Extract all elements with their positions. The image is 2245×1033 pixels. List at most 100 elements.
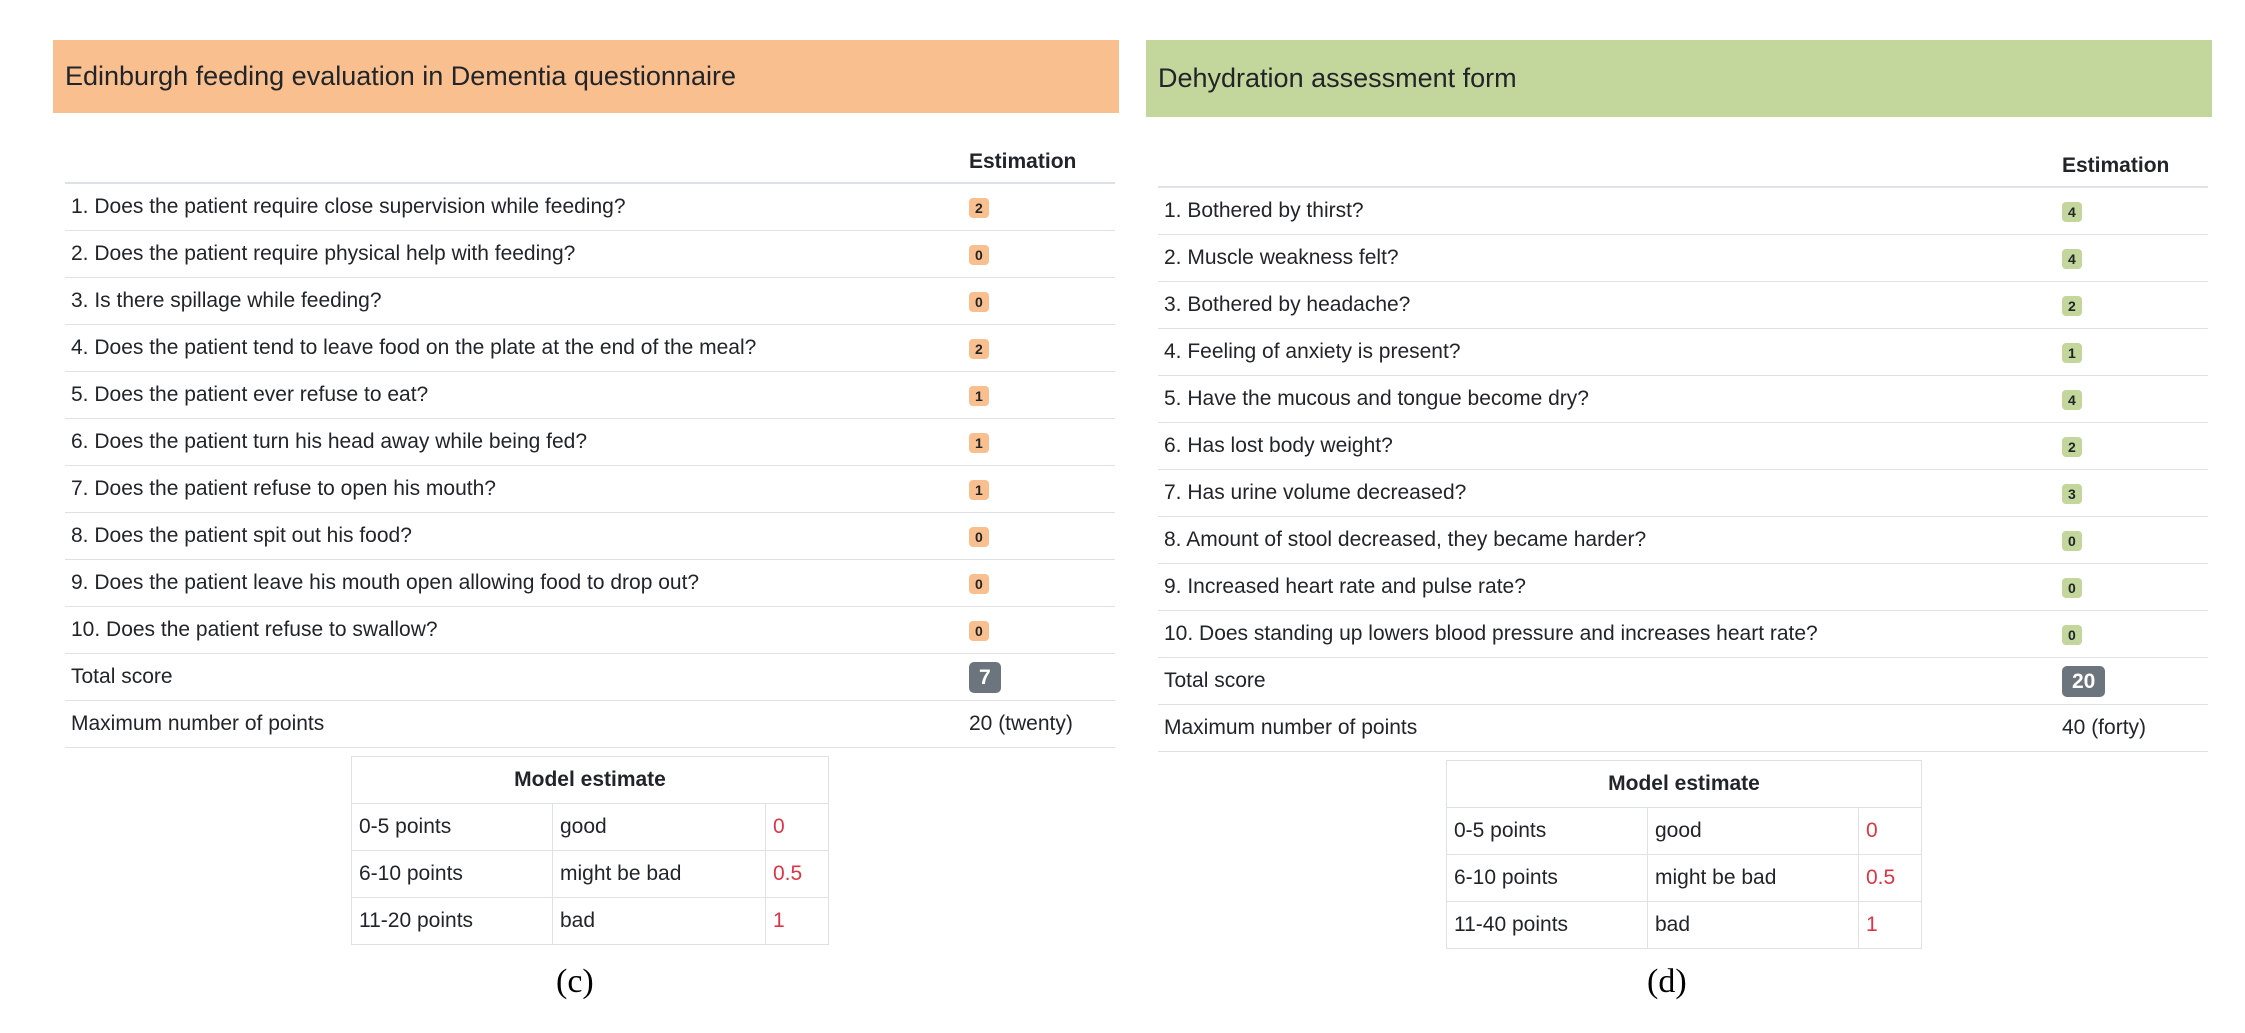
total-badge: 7 <box>969 661 1001 693</box>
caption-d: (d) <box>1647 963 1687 1000</box>
question-text: 3. Is there spillage while feeding? <box>65 277 969 325</box>
score-badge: 3 <box>2062 484 2082 504</box>
table-row: 1. Does the patient require close superv… <box>65 183 1115 231</box>
table-row: 7. Does the patient refuse to open his m… <box>65 465 1115 513</box>
score-badge: 4 <box>2062 249 2082 269</box>
question-text: 8. Does the patient spit out his food? <box>65 512 969 560</box>
label-cell: bad <box>1647 901 1859 949</box>
table-row: 3. Is there spillage while feeding? 0 <box>65 277 1115 325</box>
range-cell: 11-40 points <box>1446 901 1648 949</box>
total-label: Total score <box>65 653 969 701</box>
questionnaire-table: Estimation 1. Bothered by thirst? 4 2. Mu… <box>1158 131 2208 752</box>
dehydration-panel: Dehydration assessment form Estimation 1… <box>1146 40 2212 949</box>
score-badge: 1 <box>969 480 989 500</box>
label-cell: good <box>1647 807 1859 855</box>
panel-title: Edinburgh feeding evaluation in Dementia… <box>53 40 1119 113</box>
total-row: Total score 7 <box>65 653 1115 701</box>
edinburgh-feeding-panel: Edinburgh feeding evaluation in Dementia… <box>53 40 1119 945</box>
question-text: 9. Increased heart rate and pulse rate? <box>1158 563 2062 611</box>
score-badge: 0 <box>2062 625 2082 645</box>
question-text: 1. Bothered by thirst? <box>1158 187 2062 235</box>
question-text: 2. Does the patient require physical hel… <box>65 230 969 278</box>
panel-title: Dehydration assessment form <box>1146 40 2212 117</box>
estimation-column-header: Estimation <box>2062 131 2208 188</box>
table-row: 2. Muscle weakness felt? 4 <box>1158 234 2208 282</box>
max-label: Maximum number of points <box>65 700 969 748</box>
value-cell: 0 <box>765 803 829 851</box>
table-row: 2. Does the patient require physical hel… <box>65 230 1115 278</box>
table-row: 8. Does the patient spit out his food? 0 <box>65 512 1115 560</box>
score-badge: 0 <box>2062 578 2082 598</box>
question-text: 1. Does the patient require close superv… <box>65 183 969 231</box>
question-text: 5. Does the patient ever refuse to eat? <box>65 371 969 419</box>
table-row: 7. Has urine volume decreased? 3 <box>1158 469 2208 517</box>
table-row: 10. Does standing up lowers blood pressu… <box>1158 610 2208 658</box>
table-row: 0-5 points good 0 <box>1446 807 1922 855</box>
max-label: Maximum number of points <box>1158 704 2062 752</box>
max-row: Maximum number of points 20 (twenty) <box>65 700 1115 748</box>
total-label: Total score <box>1158 657 2062 705</box>
question-column-header <box>1158 131 2062 188</box>
total-badge: 20 <box>2062 665 2106 697</box>
range-cell: 11-20 points <box>351 897 553 945</box>
table-row: 1. Bothered by thirst? 4 <box>1158 187 2208 235</box>
question-text: 3. Bothered by headache? <box>1158 281 2062 329</box>
score-badge: 4 <box>2062 390 2082 410</box>
total-row: Total score 20 <box>1158 657 2208 705</box>
question-text: 6. Does the patient turn his head away w… <box>65 418 969 466</box>
question-text: 9. Does the patient leave his mouth open… <box>65 559 969 607</box>
value-cell: 0.5 <box>1858 854 1922 902</box>
score-badge: 0 <box>969 292 989 312</box>
max-value: 40 (forty) <box>2062 704 2208 752</box>
value-cell: 1 <box>765 897 829 945</box>
question-text: 7. Has urine volume decreased? <box>1158 469 2062 517</box>
score-badge: 2 <box>2062 437 2082 457</box>
table-row: 5. Have the mucous and tongue become dry… <box>1158 375 2208 423</box>
question-text: 4. Does the patient tend to leave food o… <box>65 324 969 372</box>
table-row: 3. Bothered by headache? 2 <box>1158 281 2208 329</box>
table-row: 6. Has lost body weight? 2 <box>1158 422 2208 470</box>
score-badge: 1 <box>969 386 989 406</box>
range-cell: 6-10 points <box>1446 854 1648 902</box>
table-row: 9. Increased heart rate and pulse rate? 0 <box>1158 563 2208 611</box>
question-text: 8. Amount of stool decreased, they becam… <box>1158 516 2062 564</box>
range-cell: 0-5 points <box>351 803 553 851</box>
score-badge: 0 <box>969 527 989 547</box>
label-cell: might be bad <box>552 850 766 898</box>
score-badge: 0 <box>969 245 989 265</box>
score-badge: 0 <box>969 621 989 641</box>
question-text: 7. Does the patient refuse to open his m… <box>65 465 969 513</box>
estimation-column-header: Estimation <box>969 127 1115 184</box>
question-text: 5. Have the mucous and tongue become dry… <box>1158 375 2062 423</box>
score-badge: 2 <box>969 339 989 359</box>
table-row: 11-40 points bad 1 <box>1446 901 1922 949</box>
max-value: 20 (twenty) <box>969 700 1115 748</box>
questionnaire-table: Estimation 1. Does the patient require c… <box>65 127 1115 748</box>
model-estimate-header: Model estimate <box>351 756 829 804</box>
score-badge: 2 <box>969 198 989 218</box>
label-cell: good <box>552 803 766 851</box>
question-text: 10. Does standing up lowers blood pressu… <box>1158 610 2062 658</box>
model-estimate-table: Model estimate 0-5 points good 0 6-10 poin… <box>1446 760 1922 949</box>
table-row: 6-10 points might be bad 0.5 <box>1446 854 1922 902</box>
score-badge: 2 <box>2062 296 2082 316</box>
table-row: 11-20 points bad 1 <box>351 897 829 945</box>
caption-c: (c) <box>556 963 594 1000</box>
question-column-header <box>65 127 969 184</box>
max-row: Maximum number of points 40 (forty) <box>1158 704 2208 752</box>
score-badge: 1 <box>2062 343 2082 363</box>
question-text: 10. Does the patient refuse to swallow? <box>65 606 969 654</box>
value-cell: 0.5 <box>765 850 829 898</box>
question-text: 2. Muscle weakness felt? <box>1158 234 2062 282</box>
label-cell: bad <box>552 897 766 945</box>
question-text: 6. Has lost body weight? <box>1158 422 2062 470</box>
table-row: 9. Does the patient leave his mouth open… <box>65 559 1115 607</box>
table-row: 4. Feeling of anxiety is present? 1 <box>1158 328 2208 376</box>
table-row: 8. Amount of stool decreased, they becam… <box>1158 516 2208 564</box>
table-row: 10. Does the patient refuse to swallow? 0 <box>65 606 1115 654</box>
value-cell: 1 <box>1858 901 1922 949</box>
question-text: 4. Feeling of anxiety is present? <box>1158 328 2062 376</box>
score-badge: 4 <box>2062 202 2082 222</box>
table-row: 6-10 points might be bad 0.5 <box>351 850 829 898</box>
label-cell: might be bad <box>1647 854 1859 902</box>
